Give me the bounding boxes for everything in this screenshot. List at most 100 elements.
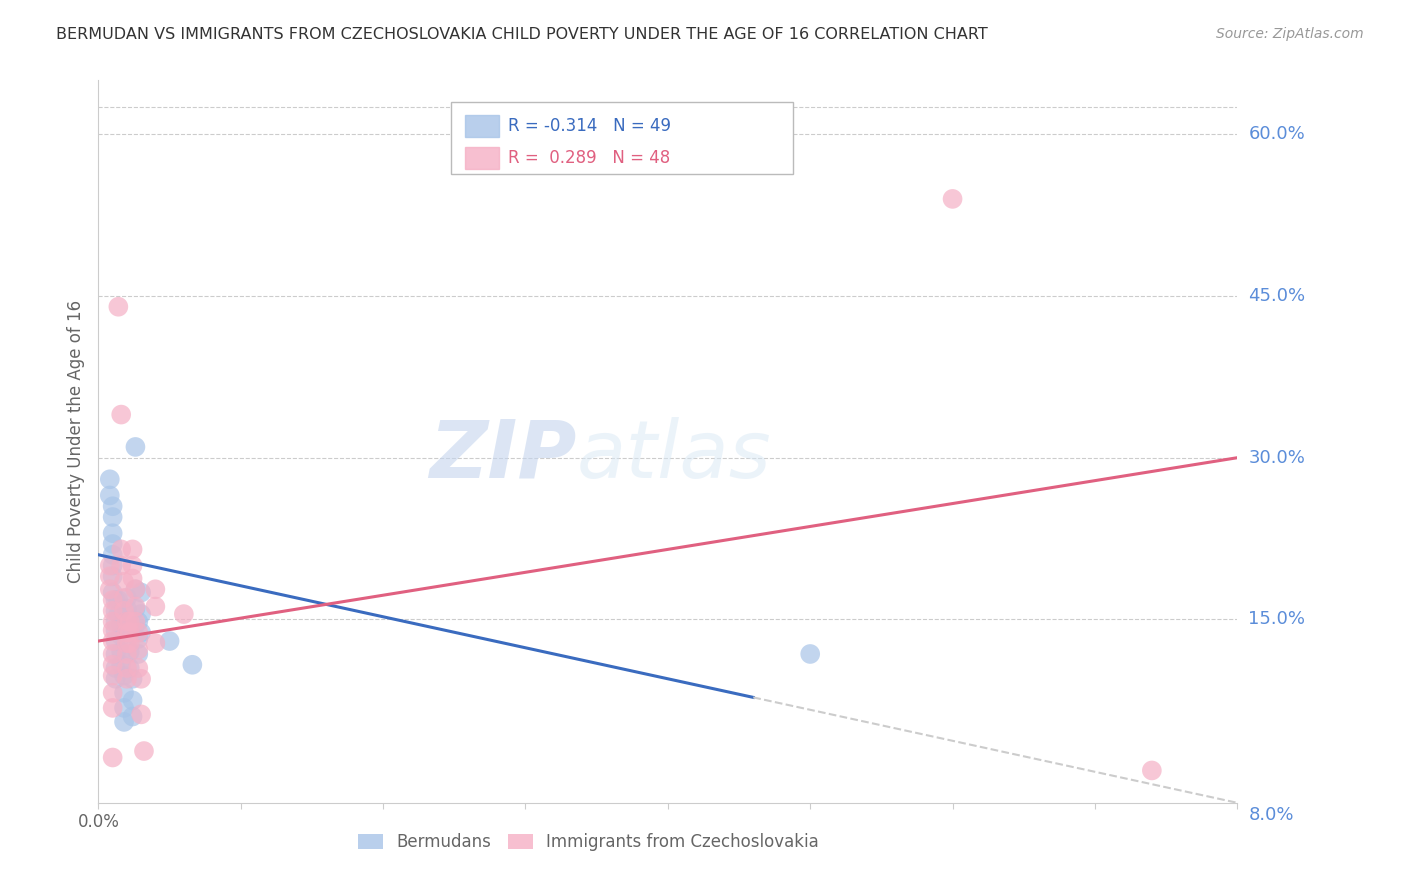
- Point: [145, 636, 167, 650]
- Point: [112, 668, 135, 682]
- Point: [121, 542, 143, 557]
- Point: [110, 645, 132, 659]
- Text: 45.0%: 45.0%: [1249, 287, 1306, 305]
- Point: [112, 714, 135, 729]
- Point: [121, 709, 143, 723]
- Text: ZIP: ZIP: [429, 417, 576, 495]
- Point: [110, 408, 132, 422]
- Text: 8.0%: 8.0%: [1249, 805, 1294, 823]
- Point: [115, 647, 138, 661]
- Text: Source: ZipAtlas.com: Source: ZipAtlas.com: [1216, 27, 1364, 41]
- Point: [101, 569, 124, 583]
- Text: R = -0.314   N = 49: R = -0.314 N = 49: [509, 117, 672, 135]
- Point: [124, 601, 146, 615]
- Point: [110, 542, 132, 557]
- Point: [112, 701, 135, 715]
- Point: [129, 585, 152, 599]
- Point: [104, 624, 127, 638]
- Point: [112, 591, 135, 605]
- Point: [118, 636, 141, 650]
- Point: [101, 615, 124, 629]
- Point: [101, 634, 124, 648]
- Point: [112, 574, 135, 589]
- Point: [124, 582, 146, 597]
- Point: [101, 624, 124, 638]
- Point: [110, 657, 132, 672]
- Point: [101, 647, 124, 661]
- Point: [104, 647, 127, 661]
- Point: [101, 686, 124, 700]
- Point: [110, 618, 132, 632]
- Point: [98, 582, 121, 597]
- Point: [132, 744, 155, 758]
- Point: [118, 625, 141, 640]
- FancyBboxPatch shape: [451, 102, 793, 174]
- Point: [101, 604, 124, 618]
- Point: [127, 647, 149, 661]
- Point: [145, 582, 167, 597]
- Point: [104, 672, 127, 686]
- Point: [101, 657, 124, 672]
- Point: [104, 634, 127, 648]
- Point: [121, 672, 143, 686]
- Point: [124, 440, 146, 454]
- Point: [107, 593, 129, 607]
- Point: [112, 686, 135, 700]
- Point: [118, 661, 141, 675]
- Point: [104, 593, 127, 607]
- Point: [101, 500, 124, 514]
- Point: [104, 604, 127, 618]
- Point: [115, 672, 138, 686]
- Legend: Bermudans, Immigrants from Czechoslovakia: Bermudans, Immigrants from Czechoslovaki…: [349, 825, 827, 860]
- Point: [118, 645, 141, 659]
- Point: [101, 558, 124, 573]
- Point: [127, 615, 149, 629]
- Text: 30.0%: 30.0%: [1249, 449, 1305, 467]
- Point: [101, 750, 124, 764]
- Point: [101, 526, 124, 541]
- Bar: [465, 115, 499, 136]
- Point: [145, 599, 167, 614]
- Point: [104, 615, 127, 629]
- Point: [115, 625, 138, 640]
- Point: [115, 615, 138, 629]
- Point: [101, 593, 124, 607]
- Point: [110, 558, 132, 573]
- Text: BERMUDAN VS IMMIGRANTS FROM CZECHOSLOVAKIA CHILD POVERTY UNDER THE AGE OF 16 COR: BERMUDAN VS IMMIGRANTS FROM CZECHOSLOVAK…: [56, 27, 988, 42]
- Point: [107, 300, 129, 314]
- Point: [110, 629, 132, 643]
- Point: [127, 642, 149, 657]
- Point: [115, 636, 138, 650]
- Point: [101, 701, 124, 715]
- Y-axis label: Child Poverty Under the Age of 16: Child Poverty Under the Age of 16: [66, 300, 84, 583]
- Point: [121, 558, 143, 573]
- Point: [98, 569, 121, 583]
- Point: [129, 707, 152, 722]
- Point: [101, 510, 124, 524]
- Point: [799, 647, 821, 661]
- Point: [115, 615, 138, 629]
- Bar: [465, 147, 499, 169]
- Point: [121, 572, 143, 586]
- Point: [127, 632, 149, 646]
- Text: atlas: atlas: [576, 417, 772, 495]
- Point: [124, 582, 146, 597]
- Point: [173, 607, 195, 621]
- Text: 60.0%: 60.0%: [1249, 125, 1305, 144]
- Point: [112, 604, 135, 618]
- Point: [129, 625, 152, 640]
- Point: [98, 558, 121, 573]
- Point: [124, 615, 146, 629]
- Point: [101, 585, 124, 599]
- Point: [107, 607, 129, 621]
- Point: [98, 488, 121, 502]
- Point: [121, 693, 143, 707]
- Point: [104, 661, 127, 675]
- Point: [124, 599, 146, 614]
- Point: [115, 601, 138, 615]
- Text: R =  0.289   N = 48: R = 0.289 N = 48: [509, 149, 671, 168]
- Point: [115, 591, 138, 605]
- Point: [98, 472, 121, 486]
- Point: [118, 615, 141, 629]
- Point: [181, 657, 204, 672]
